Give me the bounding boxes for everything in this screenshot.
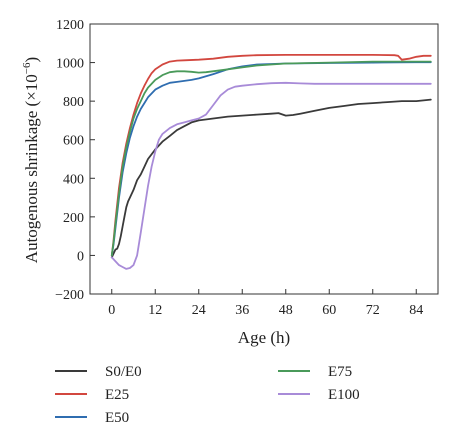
series-line-e75 [110,60,432,257]
y-tick-label: 0 [77,249,84,264]
y-axis-label: Autogenous shrinkage (×10−6) [21,57,41,263]
series-line-e50 [110,61,432,257]
y-tick-label: 600 [63,134,84,149]
x-axis: 0 12 24 36 48 60 72 84 [108,289,423,318]
legend-label-e50: E50 [105,410,129,426]
y-tick-label: 1000 [56,57,84,72]
legend-label-e75: E75 [328,364,352,380]
x-tick-label: 48 [279,303,293,318]
x-tick-label: 24 [192,303,206,318]
x-tick-label: 0 [108,303,115,318]
y-axis-label-close: ) [22,57,41,63]
y-axis: −200 0 200 400 600 800 1000 1200 [55,18,95,303]
x-axis-label: Age (h) [238,328,290,347]
series-line-e25 [110,54,432,257]
y-tick-label: 400 [63,172,84,187]
plot-frame [89,23,439,295]
legend-label-s0-e0: S0/E0 [105,364,142,380]
y-axis-label-text: Autogenous shrinkage (×10 [22,74,41,263]
y-axis-label-exponent: −6 [21,62,33,74]
x-tick-label: 60 [322,303,336,318]
y-tick-label: 200 [63,211,84,226]
series-lines [110,54,432,270]
x-tick-label: 36 [235,303,249,318]
series-line-e100 [110,81,432,270]
legend-label-e25: E25 [105,387,129,403]
y-tick-label: 1200 [56,18,84,33]
y-tick-label: 800 [63,95,84,110]
x-tick-label: 84 [409,303,423,318]
legend: S0/E0 E25 E50 E75 E100 [55,364,360,426]
y-tick-label: −200 [55,288,84,303]
x-tick-label: 72 [366,303,380,318]
legend-label-e100: E100 [328,387,360,403]
series-line-s0-e0 [110,98,432,259]
x-tick-label: 12 [148,303,162,318]
